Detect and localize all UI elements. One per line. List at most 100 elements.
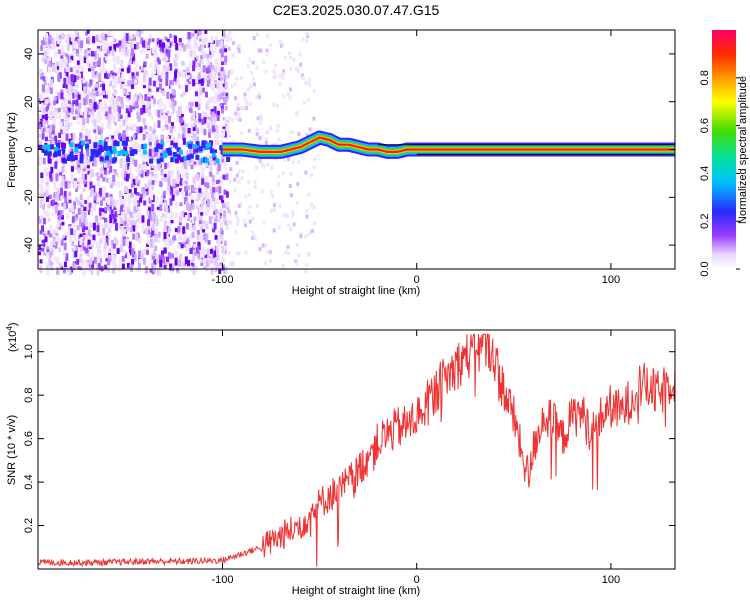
noise-cell: [108, 176, 112, 185]
noise-cell: [215, 187, 219, 193]
noise-cell: [87, 247, 91, 252]
noise-cell: [212, 186, 216, 193]
noise-cell: [220, 57, 224, 62]
noise-cell: [296, 111, 300, 116]
noise-cell: [151, 130, 155, 138]
noise-cell: [162, 256, 166, 264]
noise-cell: [57, 62, 61, 66]
noise-cell: [95, 83, 99, 90]
noise-cell: [163, 264, 167, 269]
noise-cell: [46, 167, 50, 174]
noise-cell: [77, 266, 81, 270]
noise-cell: [224, 266, 228, 273]
noise-cell: [200, 59, 204, 65]
noise-cell: [99, 92, 103, 97]
noise-cell: [202, 173, 206, 178]
noise-cell: [79, 166, 83, 173]
noise-cell: [55, 173, 59, 182]
noise-cell: [81, 65, 85, 74]
noise-cell: [203, 266, 207, 270]
noise-cell: [188, 192, 192, 197]
noise-cell: [178, 234, 182, 241]
noise-cell: [122, 87, 126, 94]
noise-cell: [116, 248, 120, 254]
noise-cell: [175, 268, 179, 272]
noise-cell: [136, 224, 140, 229]
noise-cell: [227, 209, 231, 214]
noise-cell: [206, 54, 210, 61]
noise-cell: [226, 86, 229, 91]
noise-cell: [110, 114, 114, 118]
noise-cell: [87, 242, 91, 249]
noise-cell: [46, 105, 50, 112]
noise-cell: [79, 233, 83, 238]
noise-cell: [255, 132, 259, 137]
noise-cell: [114, 89, 117, 94]
noise-cell: [46, 252, 50, 259]
noise-cell: [161, 177, 165, 182]
noise-cell: [272, 103, 276, 108]
noise-cell: [65, 107, 69, 111]
noise-cell: [49, 154, 53, 159]
noise-cell: [245, 101, 249, 106]
noise-cell: [132, 134, 136, 138]
noise-cell: [97, 231, 101, 237]
noise-cell: [272, 69, 276, 74]
noise-cell: [224, 82, 228, 88]
noise-cell: [84, 107, 88, 113]
noise-cell: [49, 124, 53, 128]
noise-cell: [50, 240, 53, 248]
noise-cell: [155, 52, 159, 57]
colorbar-label: Normalized spectral amplitude: [737, 76, 749, 224]
noise-cell: [42, 239, 46, 248]
noise-cell: [38, 241, 42, 246]
noise-cell: [287, 250, 291, 255]
noise-cell: [276, 128, 279, 133]
noise-cell: [213, 204, 217, 211]
noise-cell: [87, 114, 91, 118]
noise-cell: [219, 145, 224, 151]
noise-cell: [154, 109, 158, 116]
noise-cell: [74, 89, 78, 94]
noise-cell: [101, 208, 105, 213]
noise-cell: [197, 103, 201, 111]
noise-cell: [214, 235, 218, 240]
noise-cell: [150, 194, 154, 201]
noise-cell: [169, 211, 173, 219]
noise-cell: [112, 174, 116, 182]
noise-cell: [208, 73, 212, 78]
noise-cell: [193, 39, 197, 43]
noise-cell: [159, 152, 163, 157]
noise-cell: [54, 135, 58, 143]
noise-cell: [51, 212, 55, 217]
noise-cell: [47, 140, 51, 147]
noise-cell: [42, 145, 47, 151]
noise-cell: [63, 77, 67, 85]
noise-cell: [161, 250, 164, 256]
noise-cell: [92, 96, 96, 103]
noise-cell: [82, 118, 86, 125]
noise-cell: [131, 248, 135, 256]
noise-cell: [78, 183, 81, 190]
noise-cell: [216, 82, 220, 89]
noise-cell: [77, 36, 81, 43]
noise-cell: [264, 261, 268, 266]
noise-cell: [131, 84, 135, 89]
noise-cell: [195, 198, 199, 202]
noise-cell: [124, 119, 128, 125]
noise-cell: [284, 250, 288, 255]
noise-cell: [201, 38, 205, 47]
noise-cell: [211, 192, 215, 199]
noise-cell: [257, 48, 261, 53]
noise-cell: [51, 37, 55, 45]
noise-cell: [96, 72, 100, 79]
noise-cell: [221, 199, 225, 203]
noise-cell: [82, 168, 86, 172]
noise-cell: [225, 92, 229, 100]
noise-cell: [80, 79, 84, 84]
noise-cell: [185, 171, 189, 180]
noise-cell: [144, 265, 148, 274]
noise-cell: [252, 36, 256, 41]
noise-cell: [209, 48, 213, 56]
